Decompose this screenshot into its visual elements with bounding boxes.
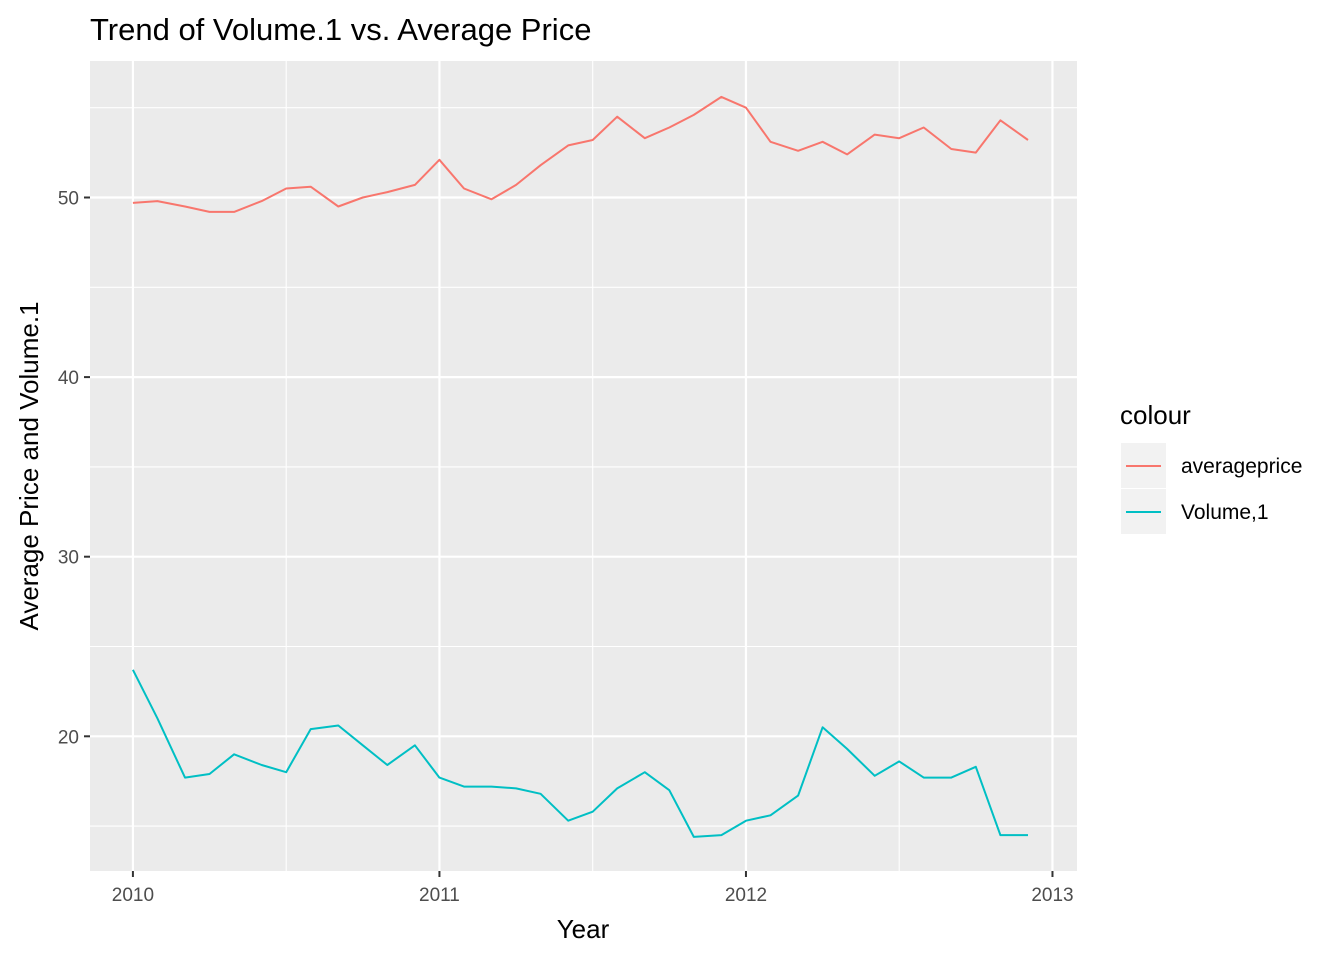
x-tick-label: 2012 xyxy=(725,885,767,906)
y-axis: 20 30 40 50 xyxy=(58,188,90,748)
grid-lines xyxy=(90,61,1077,871)
legend-label-volume: Volume,1 xyxy=(1181,501,1269,524)
y-tick-label: 20 xyxy=(58,727,79,748)
y-tick-label: 30 xyxy=(58,548,79,569)
legend-item-averageprice: averageprice xyxy=(1121,443,1302,488)
series-layer xyxy=(132,95,1029,838)
x-tick-label: 2013 xyxy=(1031,885,1073,906)
y-tick-label: 40 xyxy=(58,368,79,389)
series-line-averageprice xyxy=(132,95,1029,213)
x-axis: 2010 2011 2012 2013 xyxy=(112,871,1074,906)
y-axis-title: Average Price and Volume.1 xyxy=(14,301,44,630)
x-tick-label: 2011 xyxy=(419,885,460,906)
x-tick-label: 2010 xyxy=(112,885,154,906)
legend-item-volume: Volume,1 xyxy=(1121,489,1269,534)
series-line-volume xyxy=(132,669,1028,838)
chart-title: Trend of Volume.1 vs. Average Price xyxy=(90,12,591,47)
legend-label-averageprice: averageprice xyxy=(1181,455,1302,478)
legend-title: colour xyxy=(1120,400,1191,430)
y-tick-label: 50 xyxy=(58,188,79,209)
legend: colour averageprice Volume,1 xyxy=(1120,400,1302,534)
x-axis-title: Year xyxy=(557,914,610,944)
plot-panel xyxy=(90,61,1077,871)
